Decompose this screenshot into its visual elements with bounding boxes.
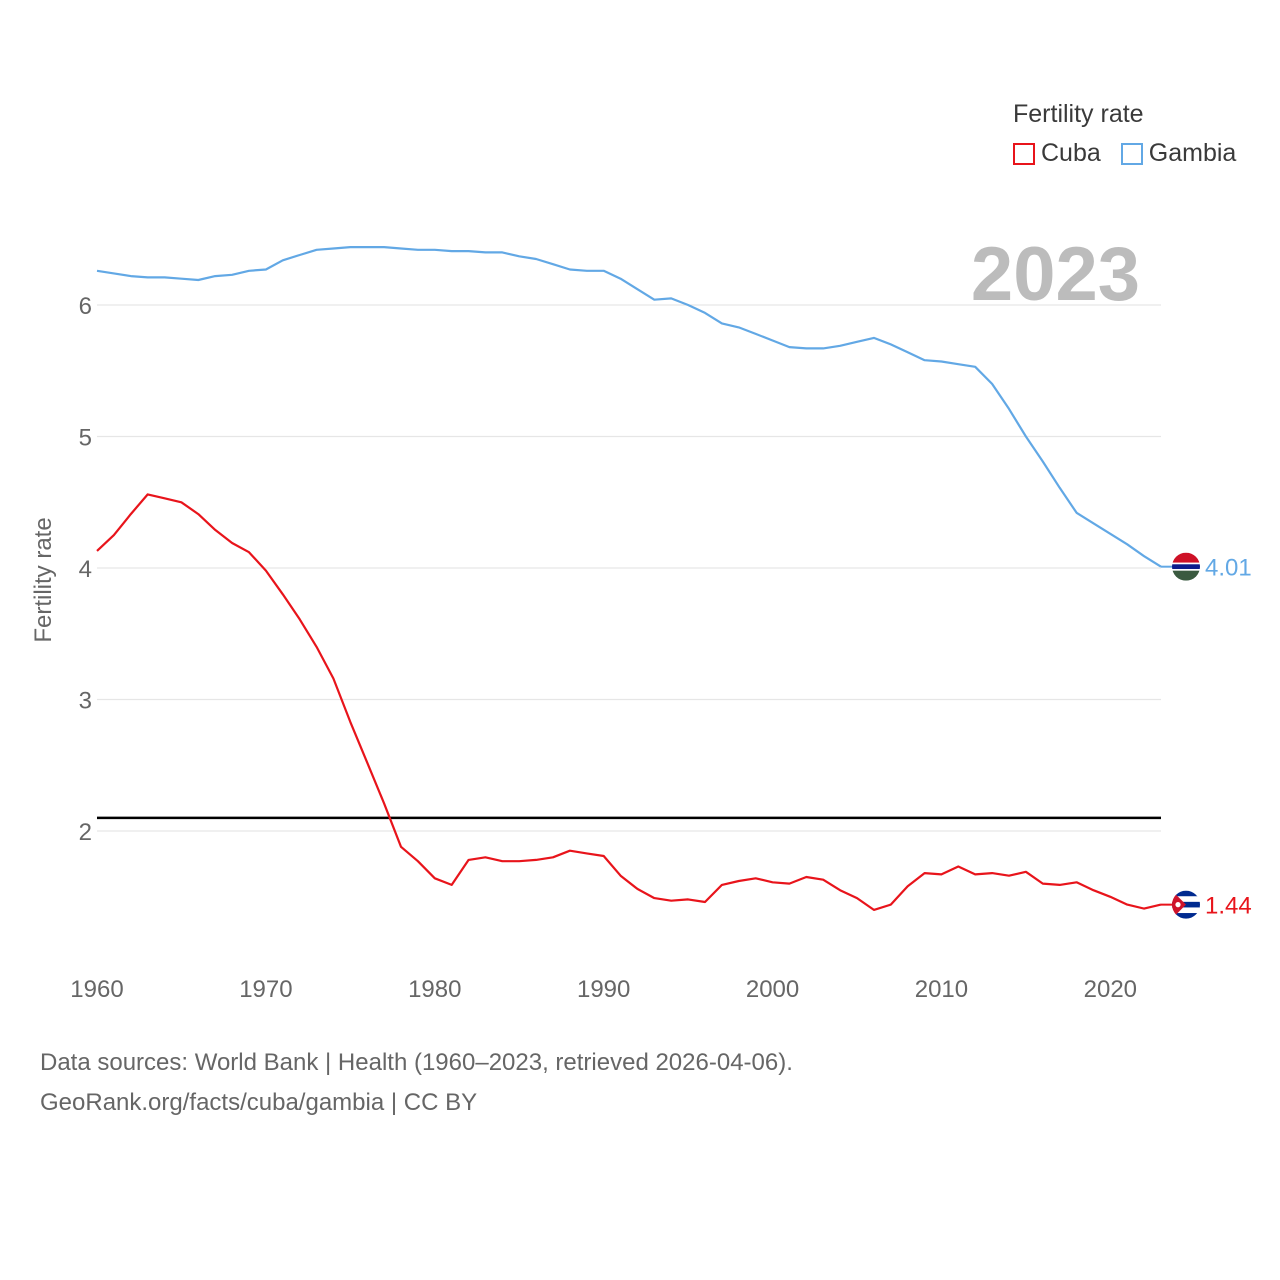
data-source-text: Data sources: World Bank | Health (1960–… — [40, 1049, 793, 1076]
x-tick-label: 2010 — [915, 976, 968, 1003]
end-value-label-cuba: 1.44 — [1205, 893, 1252, 920]
x-tick-label: 2000 — [746, 976, 799, 1003]
y-axis: 2 3 4 5 6 — [79, 293, 92, 846]
flag-icon-cuba — [1172, 890, 1200, 919]
y-tick-label: 2 — [79, 819, 92, 846]
x-tick-label: 1990 — [577, 976, 630, 1003]
flag-icon-gambia — [1172, 552, 1200, 581]
source-url-text: GeoRank.org/facts/cuba/gambia | CC BY — [40, 1089, 478, 1116]
series-line-cuba — [96, 493, 1162, 912]
y-tick-label: 6 — [79, 293, 92, 320]
legend-label-gambia: Gambia — [1148, 139, 1237, 167]
legend-swatch-gambia — [1120, 142, 1143, 165]
legend: Fertility rate Cuba Gambia — [1013, 100, 1236, 168]
legend-label-cuba: Cuba — [1041, 139, 1101, 167]
y-tick-label: 3 — [79, 688, 92, 715]
y-axis-label: Fertility rate — [30, 517, 57, 642]
legend-swatch-cuba — [1013, 142, 1035, 165]
x-axis: 1960 1970 1980 1990 2000 2010 2020 — [70, 976, 1137, 1003]
y-tick-label: 5 — [79, 425, 92, 452]
year-label: 2023 — [971, 232, 1140, 317]
series-line-gambia — [96, 246, 1162, 568]
x-tick-label: 2020 — [1084, 976, 1137, 1003]
x-tick-label: 1960 — [70, 976, 123, 1003]
legend-item-gambia[interactable]: Gambia — [1120, 139, 1237, 168]
grid-lines — [97, 304, 1161, 832]
series-lines — [96, 246, 1162, 912]
legend-item-cuba[interactable]: Cuba — [1013, 139, 1101, 168]
end-markers: 1.44 4.01 — [1161, 552, 1252, 920]
legend-title: Fertility rate — [1013, 100, 1144, 128]
x-tick-label: 1980 — [408, 976, 461, 1003]
footer: Data sources: World Bank | Health (1960–… — [40, 1043, 793, 1123]
end-value-label-gambia: 4.01 — [1205, 555, 1252, 582]
x-tick-label: 1970 — [239, 976, 292, 1003]
y-tick-label: 4 — [79, 556, 92, 583]
